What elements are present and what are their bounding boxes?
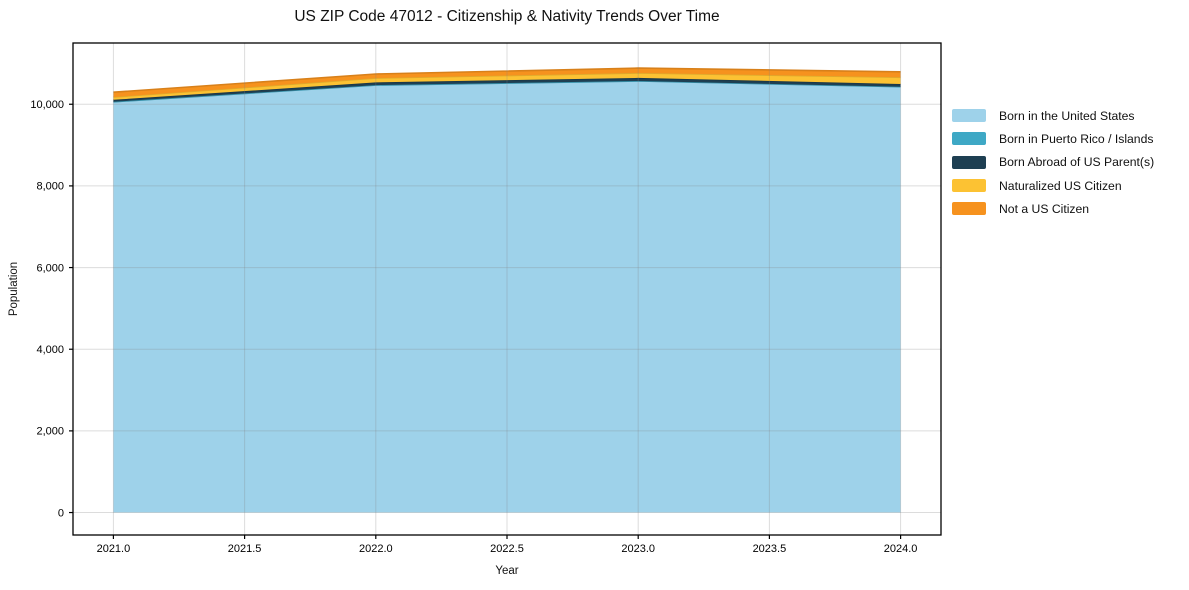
legend-swatch-not-citizen [952,202,986,216]
gridlines [73,43,941,535]
legend-swatch-born-pr [952,132,986,146]
x-tick-label: 2021.0 [97,543,131,555]
legend-item-born-pr: Born in Puerto Rico / Islands [952,127,1154,150]
legend-label: Born in Puerto Rico / Islands [999,131,1154,146]
x-tick-label: 2021.5 [228,543,262,555]
y-tick-label: 8,000 [36,181,64,193]
legend-item-born-abroad: Born Abroad of US Parent(s) [952,151,1154,174]
legend-label: Born in the United States [999,108,1135,123]
chart-title: US ZIP Code 47012 - Citizenship & Nativi… [294,8,720,25]
legend-item-not-citizen: Not a US Citizen [952,197,1154,220]
y-tick-label: 10,000 [30,99,64,111]
x-tick-label: 2022.5 [490,543,524,555]
y-tick-label: 4,000 [36,344,64,356]
area-series-0 [113,81,901,513]
legend: Born in the United States Born in Puerto… [952,104,1154,220]
legend-label: Born Abroad of US Parent(s) [999,155,1155,170]
legend-label: Naturalized US Citizen [999,178,1122,193]
x-tick-label: 2022.0 [359,543,393,555]
axis-ticks: 2021.0 2021.5 2022.0 2022.5 2023.0 2023.5 2024… [30,99,917,555]
x-tick-label: 2023.0 [621,543,655,555]
legend-swatch-naturalized [952,179,986,193]
stacked-areas [113,67,901,513]
legend-item-naturalized: Naturalized US Citizen [952,174,1154,197]
legend-swatch-born-abroad [952,155,986,169]
legend-item-born-us: Born in the United States [952,104,1154,127]
y-tick-label: 6,000 [36,262,64,274]
legend-label: Not a US Citizen [999,201,1090,216]
x-axis-label: Year [495,565,519,577]
y-axis-label: Population [8,261,20,317]
area-top-edge-4 [113,67,901,93]
x-tick-label: 2023.5 [753,543,787,555]
y-tick-label: 2,000 [36,426,64,438]
x-tick-label: 2024.0 [884,543,918,555]
legend-swatch-born-us [952,109,986,123]
y-tick-label: 0 [58,507,64,519]
